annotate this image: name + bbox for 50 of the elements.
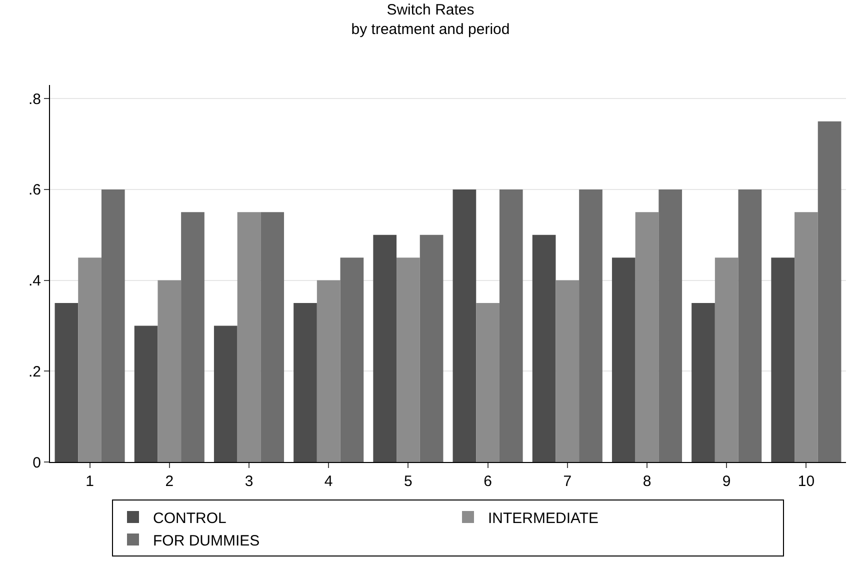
bar [316,280,340,462]
x-tick-label: 9 [722,473,731,490]
bar [771,258,795,462]
bar [635,212,659,462]
legend-label: FOR DUMMIES [153,532,260,550]
x-tick-label: 7 [563,473,572,490]
chart-subtitle: by treatment and period [351,21,510,38]
x-tick-label: 3 [244,473,254,490]
bar [612,258,636,462]
bar [101,189,125,462]
bar [294,303,317,462]
bar [396,258,420,462]
x-tick-label: 8 [642,473,652,490]
chart-title: Switch Rates [386,2,474,19]
bar [181,212,204,462]
bar [738,189,762,462]
y-tick-label: .8 [28,90,41,108]
bar [54,303,78,462]
y-tick-label: 0 [32,454,41,472]
bar [794,212,818,462]
bar [214,326,238,462]
bar [818,121,842,462]
bar [78,258,102,462]
bar [579,189,602,462]
bar [158,280,182,462]
bar [420,234,444,462]
bar [134,326,158,462]
bar [532,234,556,462]
bar [499,189,523,462]
y-tick-label: .4 [28,272,41,290]
legend-label: INTERMEDIATE [488,510,599,527]
bar [373,234,397,462]
bar [692,303,715,462]
bar [556,280,580,462]
x-tick-label: 5 [404,473,412,490]
bar [658,189,682,462]
bar [237,212,261,462]
legend-label: CONTROL [153,510,226,527]
x-tick-label: 2 [165,473,174,490]
bar [476,303,500,462]
bar [260,212,284,462]
bar [714,258,738,462]
x-tick-label: 1 [86,473,94,490]
x-tick-label: 4 [324,473,333,490]
bar [452,189,476,462]
x-tick-label: 10 [798,473,815,490]
x-tick-label: 6 [484,473,492,490]
y-tick-label: .2 [28,363,41,380]
bar [340,258,364,462]
y-tick-label: .6 [28,182,41,199]
